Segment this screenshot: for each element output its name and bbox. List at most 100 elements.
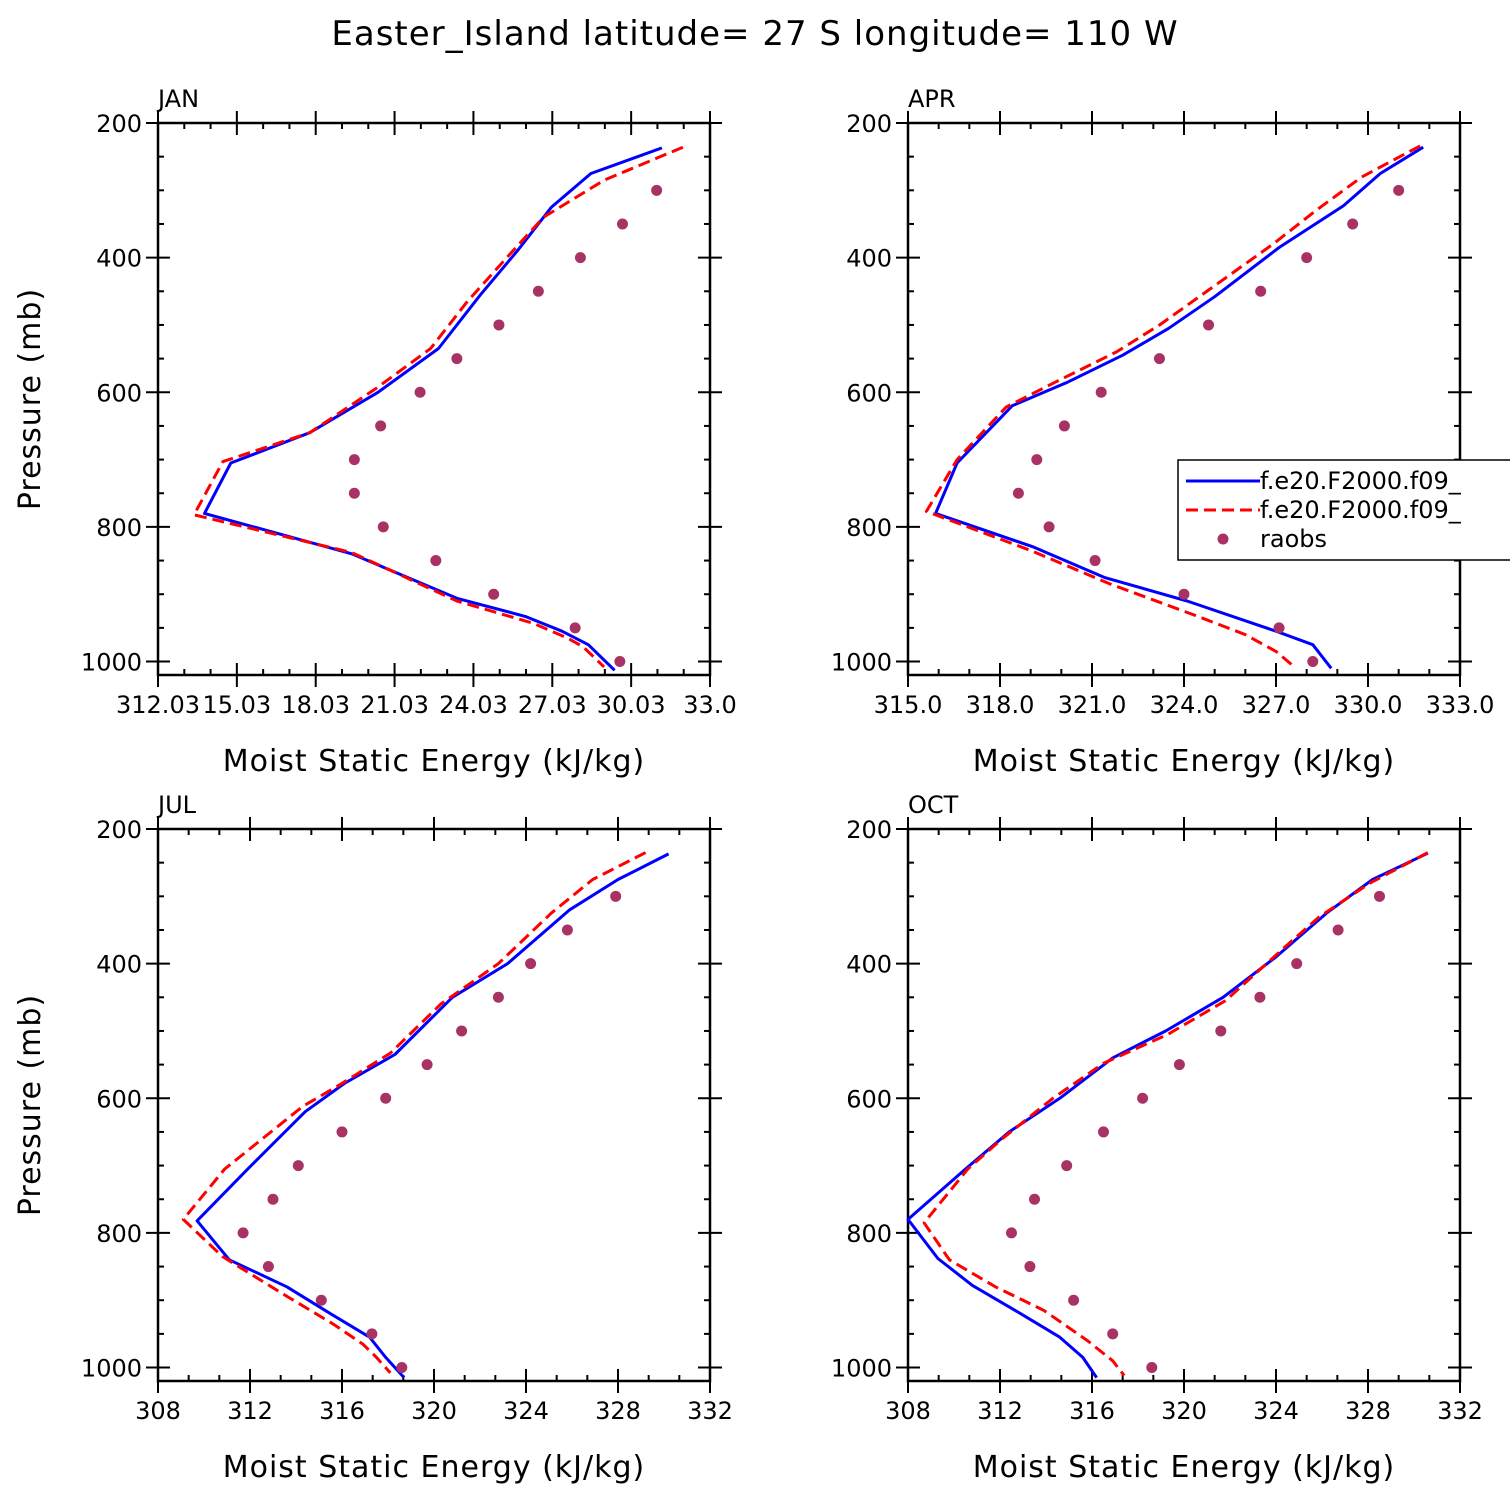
raobs-point	[1095, 386, 1107, 398]
panel-title-jan: JAN	[156, 85, 199, 113]
y-tick-label: 400	[846, 951, 892, 979]
raobs-point	[1307, 656, 1319, 668]
raobs-point	[1031, 454, 1043, 466]
x-tick-label: 333.0	[1426, 691, 1495, 719]
raobs-point	[1043, 521, 1055, 533]
x-tick-label: 27.03	[518, 691, 587, 719]
x-tick-label: 308	[135, 1397, 181, 1425]
plot-frame-oct	[906, 827, 1462, 1383]
x-tick-label: 330.0	[1334, 691, 1403, 719]
legend-marker-raobs	[1217, 533, 1229, 545]
raobs-point	[396, 1362, 408, 1374]
raobs-point	[1137, 1092, 1149, 1104]
raobs-point	[1024, 1261, 1036, 1273]
x-tick-label: 320	[1161, 1397, 1207, 1425]
x-tick-label: 15.03	[202, 691, 271, 719]
y-tick-label: 800	[96, 1220, 142, 1248]
x-tick-label: 328	[1345, 1397, 1391, 1425]
x-tick-label: 316	[1069, 1397, 1115, 1425]
panel-oct: OCT 308 312 316 320 324 328 332 200 400 600 800 1000…	[831, 791, 1483, 1485]
series-line-model2	[181, 851, 647, 1374]
raobs-point	[267, 1193, 279, 1205]
raobs-point	[1153, 353, 1165, 365]
raobs-point	[1029, 1193, 1040, 1205]
raobs-point	[574, 252, 586, 264]
raobs-point	[1012, 487, 1024, 499]
legend: f.e20.F2000.f09_f.e20.F2000.f09_raobs	[1177, 459, 1510, 561]
y-axis-label-jan: Pressure (mb)	[13, 288, 48, 510]
y-axis-label-jul: Pressure (mb)	[13, 994, 48, 1216]
raobs-point	[421, 1059, 433, 1071]
plot-frame-jul	[156, 827, 712, 1383]
raobs-point	[1178, 588, 1190, 600]
x-tick-label: 324.0	[1150, 691, 1219, 719]
raobs-point	[414, 386, 426, 398]
x-axis-label-oct: Moist Static Energy (kJ/kg)	[973, 1450, 1396, 1485]
panel-title-apr: APR	[908, 85, 956, 113]
raobs-point	[1301, 252, 1313, 264]
x-axis-label-jul: Moist Static Energy (kJ/kg)	[223, 1450, 646, 1485]
raobs-point	[1089, 555, 1101, 567]
raobs-point	[348, 454, 360, 466]
figure-title: Easter_Island latitude= 27 S longitude= …	[331, 14, 1178, 54]
panel-title-oct: OCT	[908, 791, 959, 819]
y-tick-label: 400	[96, 245, 142, 273]
x-tick-label: 24.03	[439, 691, 508, 719]
y-tick-label: 1000	[81, 1355, 142, 1383]
x-tick-label: 315.0	[874, 691, 943, 719]
y-tick-label: 1000	[81, 649, 142, 677]
panels-group: JAN 312.03 15.03 18.03 21.03 24.03 27.03 30.03 3…	[13, 85, 1494, 1485]
panel-jul: JUL 308 312 316 320 324 328 332 200 400 600 800 1000…	[13, 791, 733, 1485]
x-tick-label: 316	[319, 1397, 365, 1425]
y-tick-label: 200	[846, 816, 892, 844]
plot-frame-jan	[156, 121, 712, 677]
raobs-point	[493, 319, 505, 331]
raobs-point	[380, 1092, 392, 1104]
x-tick-label: 324	[503, 1397, 549, 1425]
raobs-point	[532, 285, 544, 297]
x-tick-label: 327.0	[1242, 691, 1311, 719]
raobs-point	[237, 1227, 249, 1239]
y-tick-label: 200	[96, 816, 142, 844]
legend-label-1: f.e20.F2000.f09_	[1260, 467, 1462, 495]
raobs-point	[1006, 1227, 1017, 1239]
raobs-point	[492, 991, 504, 1003]
raobs-point	[1173, 1059, 1185, 1071]
y-tick-label: 1000	[831, 1355, 892, 1383]
raobs-point	[456, 1025, 468, 1037]
x-tick-label: 321.0	[1058, 691, 1127, 719]
raobs-point	[1107, 1328, 1119, 1340]
raobs-point	[315, 1294, 327, 1306]
x-tick-label: 324	[1253, 1397, 1299, 1425]
raobs-point	[451, 353, 463, 365]
y-tick-label: 200	[846, 110, 892, 138]
x-tick-label: 332	[1437, 1397, 1483, 1425]
y-tick-label: 600	[846, 379, 892, 407]
raobs-point	[1061, 1160, 1073, 1172]
x-tick-label: 328	[595, 1397, 641, 1425]
raobs-point	[1203, 319, 1215, 331]
x-tick-label: 332	[687, 1397, 733, 1425]
x-tick-label: 312.03	[116, 691, 200, 719]
x-tick-label: 320	[411, 1397, 457, 1425]
raobs-point	[1347, 218, 1359, 230]
series-line-model2	[924, 144, 1421, 669]
series-line-model2	[922, 851, 1429, 1377]
y-tick-label: 200	[96, 110, 142, 138]
raobs-point	[614, 656, 626, 668]
y-tick-label: 600	[96, 1085, 142, 1113]
y-tick-label: 1000	[831, 649, 892, 677]
series-line-model1	[195, 852, 670, 1379]
panel-apr: APR 315.0 318.0 321.0 324.0 327.0 330.0 333.0 20…	[831, 85, 1494, 779]
y-tick-label: 400	[96, 951, 142, 979]
y-tick-label: 800	[96, 514, 142, 542]
x-axis-label-jan: Moist Static Energy (kJ/kg)	[223, 744, 646, 779]
panel-jan: JAN 312.03 15.03 18.03 21.03 24.03 27.03 30.03 3…	[13, 85, 737, 779]
x-tick-label: 21.03	[360, 691, 429, 719]
raobs-point	[1374, 890, 1385, 902]
x-tick-label: 312	[977, 1397, 1023, 1425]
x-tick-label: 30.03	[597, 691, 666, 719]
raobs-point	[651, 184, 663, 196]
y-tick-label: 600	[846, 1085, 892, 1113]
raobs-point	[1058, 420, 1070, 432]
